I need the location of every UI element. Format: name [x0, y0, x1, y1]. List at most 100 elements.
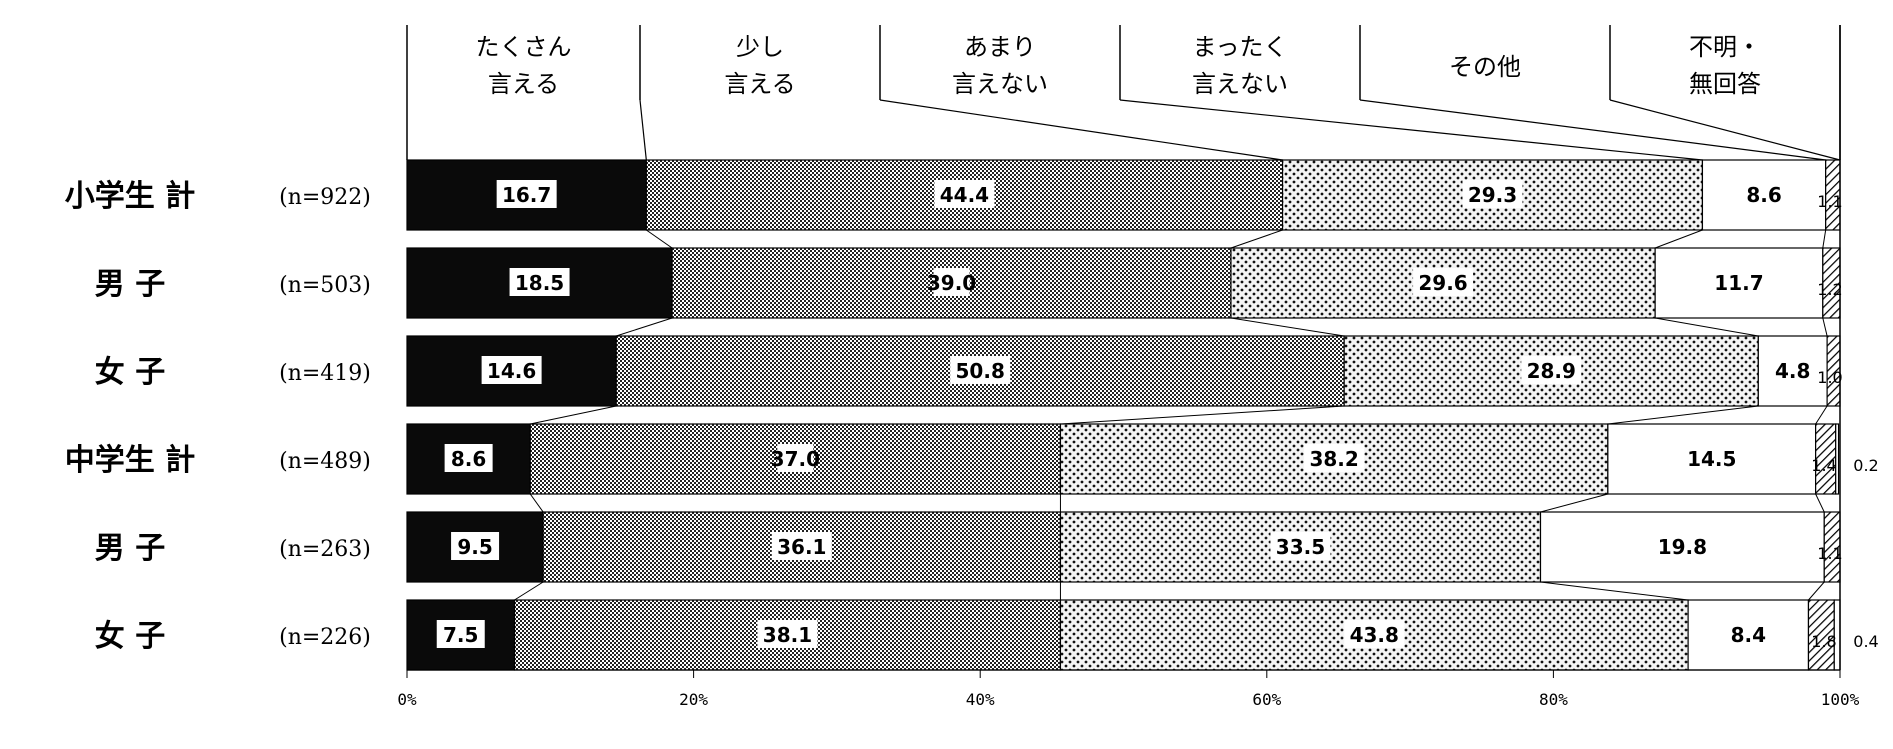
- value-label-bg: [934, 180, 995, 208]
- row-connector-line: [1654, 229, 1703, 249]
- value-label: 18.5: [515, 271, 564, 295]
- value-label: 29.3: [1468, 183, 1517, 207]
- value-label: 29.6: [1418, 271, 1467, 295]
- value-label: 8.6: [451, 447, 486, 471]
- value-label-bg: [496, 180, 557, 208]
- value-label: 8.4: [1731, 623, 1766, 647]
- legend-label-line: その他: [1449, 53, 1521, 81]
- legend-label-line: 言える: [724, 70, 795, 98]
- legend-label-line: まったく: [1192, 33, 1287, 61]
- value-label: 1.8: [1811, 632, 1836, 651]
- value-label-bg: [933, 268, 970, 296]
- value-label: 7.5: [443, 623, 478, 647]
- value-label: 9.5: [457, 535, 492, 559]
- legend-label-line: 言えない: [1192, 70, 1288, 98]
- row-connector-line: [1822, 229, 1827, 249]
- legend-label-line: 言える: [488, 70, 559, 98]
- row-connector-line: [1540, 493, 1608, 513]
- value-label-bg: [1270, 532, 1331, 560]
- value-label: 19.8: [1658, 535, 1707, 559]
- value-label: 16.7: [502, 183, 551, 207]
- row-connector-line: [1808, 581, 1825, 601]
- value-label: 33.5: [1276, 535, 1325, 559]
- row-connector-line: [1822, 317, 1828, 337]
- legend-label-line: 少し: [736, 33, 784, 61]
- x-tick-label: 100%: [1821, 690, 1860, 709]
- row-connector-line: [529, 493, 544, 513]
- value-label: 1.2: [1817, 280, 1842, 299]
- row-connector-line: [1815, 493, 1825, 513]
- sample-size-label: (n=263): [279, 537, 371, 562]
- row-connector-line: [1815, 405, 1828, 425]
- row-connector-line: [1607, 405, 1759, 425]
- value-label-bg: [950, 356, 1011, 384]
- legend-label-line: あまり: [964, 33, 1036, 61]
- value-label-bg: [1740, 180, 1789, 208]
- legend-label-3: まったく言えない: [1192, 33, 1288, 98]
- row-label: 男 子: [95, 267, 165, 302]
- value-label: 1.0: [1817, 368, 1842, 387]
- bar-segment: [1835, 423, 1840, 495]
- value-label: 1.4: [1811, 456, 1836, 475]
- value-label-bg: [1304, 444, 1365, 472]
- value-label-bg: [777, 444, 814, 472]
- legend-label-5: 不明・無回答: [1689, 33, 1761, 98]
- legend-label-line: 不明・: [1689, 33, 1761, 61]
- legend-connector-line: [879, 99, 1283, 161]
- row-label: 中学生 計: [65, 443, 195, 478]
- value-label-bg: [1652, 532, 1713, 560]
- value-label-bg: [444, 444, 493, 472]
- value-label-bg: [1724, 620, 1773, 648]
- value-label: 39.0: [927, 271, 976, 295]
- value-label: 38.2: [1309, 447, 1358, 471]
- sample-size-label: (n=922): [279, 185, 371, 210]
- value-label: 37.0: [771, 447, 820, 471]
- value-label: 8.6: [1746, 183, 1781, 207]
- row-connector-line: [1230, 229, 1283, 249]
- row-connector-line: [616, 317, 673, 337]
- value-label-bg: [1462, 180, 1523, 208]
- row-connector-line: [1540, 581, 1689, 601]
- value-label: 36.1: [777, 535, 826, 559]
- row-connector-line: [1230, 317, 1345, 337]
- row-label: 女 子: [95, 619, 165, 654]
- value-label-bg: [481, 356, 542, 384]
- legend-label-line: 無回答: [1689, 70, 1761, 98]
- value-label-bg: [451, 532, 500, 560]
- value-label: 1.1: [1817, 544, 1842, 563]
- value-label-bg: [1681, 444, 1742, 472]
- value-label: 44.4: [940, 183, 989, 207]
- value-label-bg: [1344, 620, 1405, 648]
- value-label: 43.8: [1350, 623, 1399, 647]
- legend-label-2: あまり言えない: [952, 33, 1048, 98]
- x-tick-label: 40%: [966, 690, 995, 709]
- value-label-bg: [509, 268, 570, 296]
- value-label-bg: [1768, 356, 1817, 384]
- row-connector-line: [1655, 317, 1759, 337]
- value-label: 0.4: [1853, 632, 1878, 651]
- value-label: 14.5: [1687, 447, 1736, 471]
- value-label-bg: [1708, 268, 1769, 296]
- x-tick-label: 80%: [1539, 690, 1568, 709]
- sample-size-label: (n=226): [279, 625, 371, 650]
- sample-size-label: (n=503): [279, 273, 371, 298]
- value-label-bg: [1413, 268, 1474, 296]
- legend-connector-line: [1609, 99, 1841, 161]
- value-label-bg: [757, 620, 818, 648]
- row-connector-line: [530, 405, 617, 425]
- row-connector-line: [1060, 405, 1345, 425]
- x-tick-label: 60%: [1252, 690, 1281, 709]
- x-tick-label: 0%: [397, 690, 417, 709]
- value-label-bg: [771, 532, 832, 560]
- value-label: 28.9: [1527, 359, 1576, 383]
- row-label: 男 子: [95, 531, 165, 566]
- legend-connector-line: [1359, 99, 1826, 161]
- sample-size-label: (n=489): [279, 449, 371, 474]
- value-label: 1.1: [1817, 192, 1842, 211]
- row-connector-line: [514, 581, 544, 601]
- value-label: 4.8: [1775, 359, 1810, 383]
- legend-label-line: 言えない: [952, 70, 1048, 98]
- legend-label-0: たくさん言える: [476, 33, 572, 98]
- value-label-bg: [1521, 356, 1582, 384]
